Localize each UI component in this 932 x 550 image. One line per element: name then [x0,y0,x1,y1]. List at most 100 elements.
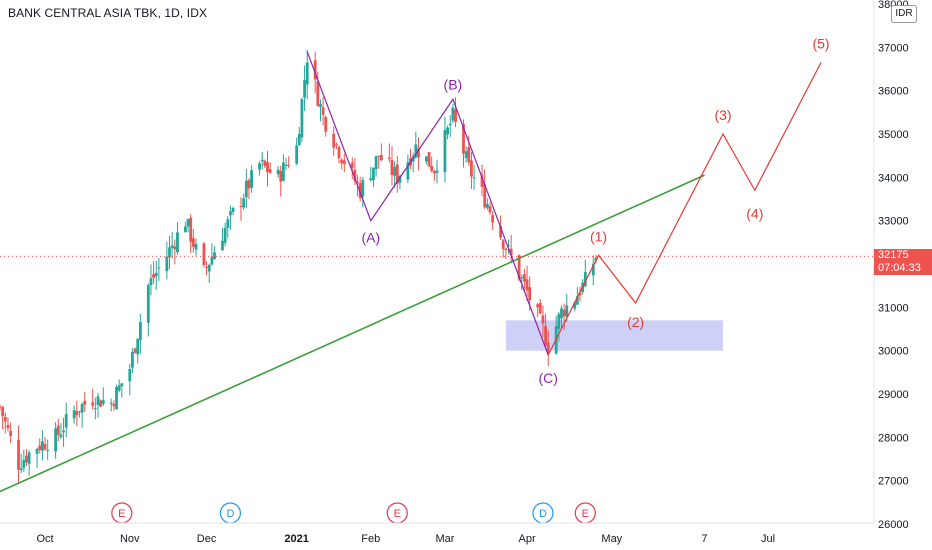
candle-body [342,160,346,165]
candle-body [260,159,264,162]
candle-body [390,159,394,176]
candle-body [414,144,418,158]
candle-body [483,184,487,208]
candle-body [448,123,452,126]
candle-body [40,441,44,451]
candle-body [340,159,344,164]
candle-body [266,162,269,173]
support-zone-rect[interactable] [505,320,724,351]
wave-annotations[interactable]: (A) (B) (C) (1) (2) (3) (4) (5) [306,36,830,387]
candle-body [157,267,161,269]
candle-body [578,292,582,296]
candle-body [491,215,495,223]
candle-body [562,310,566,317]
price-tick-label: 35000 [878,129,909,141]
candle-body [541,315,545,324]
candle-body [112,404,116,407]
candle-body [223,227,227,243]
candle-body [96,396,100,406]
candle-body [54,428,58,452]
candle-body [313,60,317,80]
candle-body [205,267,208,269]
candle-body [101,400,105,404]
candle-body [560,308,563,319]
candle-body [242,198,246,208]
candle-body [467,147,471,163]
candle-body [565,305,569,317]
candle-body [462,124,465,154]
candle-body [356,181,359,184]
candle-body [374,156,378,170]
candle-body [485,203,489,208]
candle-body [149,278,153,286]
earnings-marker-label: E [582,508,589,520]
candle-body [99,400,103,407]
abc-wave-path[interactable] [306,51,549,356]
candle-body [165,256,169,272]
impulse-wave-label: (4) [746,205,763,221]
candle-body [332,133,336,148]
chart-title: BANK CENTRAL ASIA TBK, 1D, IDX [8,6,208,20]
time-tick-label: Feb [361,533,380,545]
candle-body [425,156,428,162]
candle-body [210,256,214,265]
trendline[interactable] [0,174,705,493]
price-tick-label: 26000 [878,519,909,531]
candle-body [244,180,248,198]
candle-body [377,155,381,157]
candle-body [557,314,561,330]
candle-body [430,165,434,171]
candle-body [35,448,39,454]
candle-body [207,264,211,272]
currency-badge[interactable]: IDR [891,5,917,23]
candle-body [303,80,306,98]
price-tick-label: 31000 [878,302,909,314]
candle-body [284,165,288,167]
candle-body [324,117,328,132]
time-tick-label: Jul [761,533,775,545]
candle-body [133,348,137,353]
candle-body [583,272,587,287]
candle-body [488,206,492,213]
earnings-marker-label: E [118,508,125,520]
candle-body [316,81,320,106]
bar-countdown: 07:04:33 [878,262,921,274]
candle-body [168,247,171,258]
candle-body [350,162,354,168]
candle-body [170,245,174,248]
candle-body [443,130,447,173]
candle-body [594,257,598,261]
candle-body [435,170,439,173]
price-tick-label: 28000 [878,432,909,444]
candle-body [536,304,540,308]
candle-body [131,352,134,368]
candle-body [229,211,232,216]
candle-body [56,425,60,435]
impulse-wave-label: (2) [627,314,644,330]
candle-body [250,170,254,188]
price-tick-label: 29000 [878,389,909,401]
candle-body [337,147,341,159]
time-axis[interactable]: Oct Nov Dec 2021 Feb Mar Apr May 7 Jul [0,522,874,545]
candle-body [22,459,26,468]
candle-body [6,425,10,429]
price-tick-label: 34000 [878,172,909,184]
candle-body [231,207,235,213]
candle-body [470,160,473,177]
impulse-wave-path[interactable] [547,62,822,356]
candle-body [334,143,338,145]
candle-body [387,157,391,159]
candle-body [27,452,31,464]
candle-body [546,342,550,354]
candle-body [305,62,309,85]
candle-body [62,430,65,433]
candle-body [268,169,272,173]
candle-body [194,243,198,250]
candle-body [263,160,267,166]
candle-body [120,383,124,387]
support-zone [505,320,724,351]
support-trendline[interactable] [0,174,705,493]
candle-body [417,148,420,158]
